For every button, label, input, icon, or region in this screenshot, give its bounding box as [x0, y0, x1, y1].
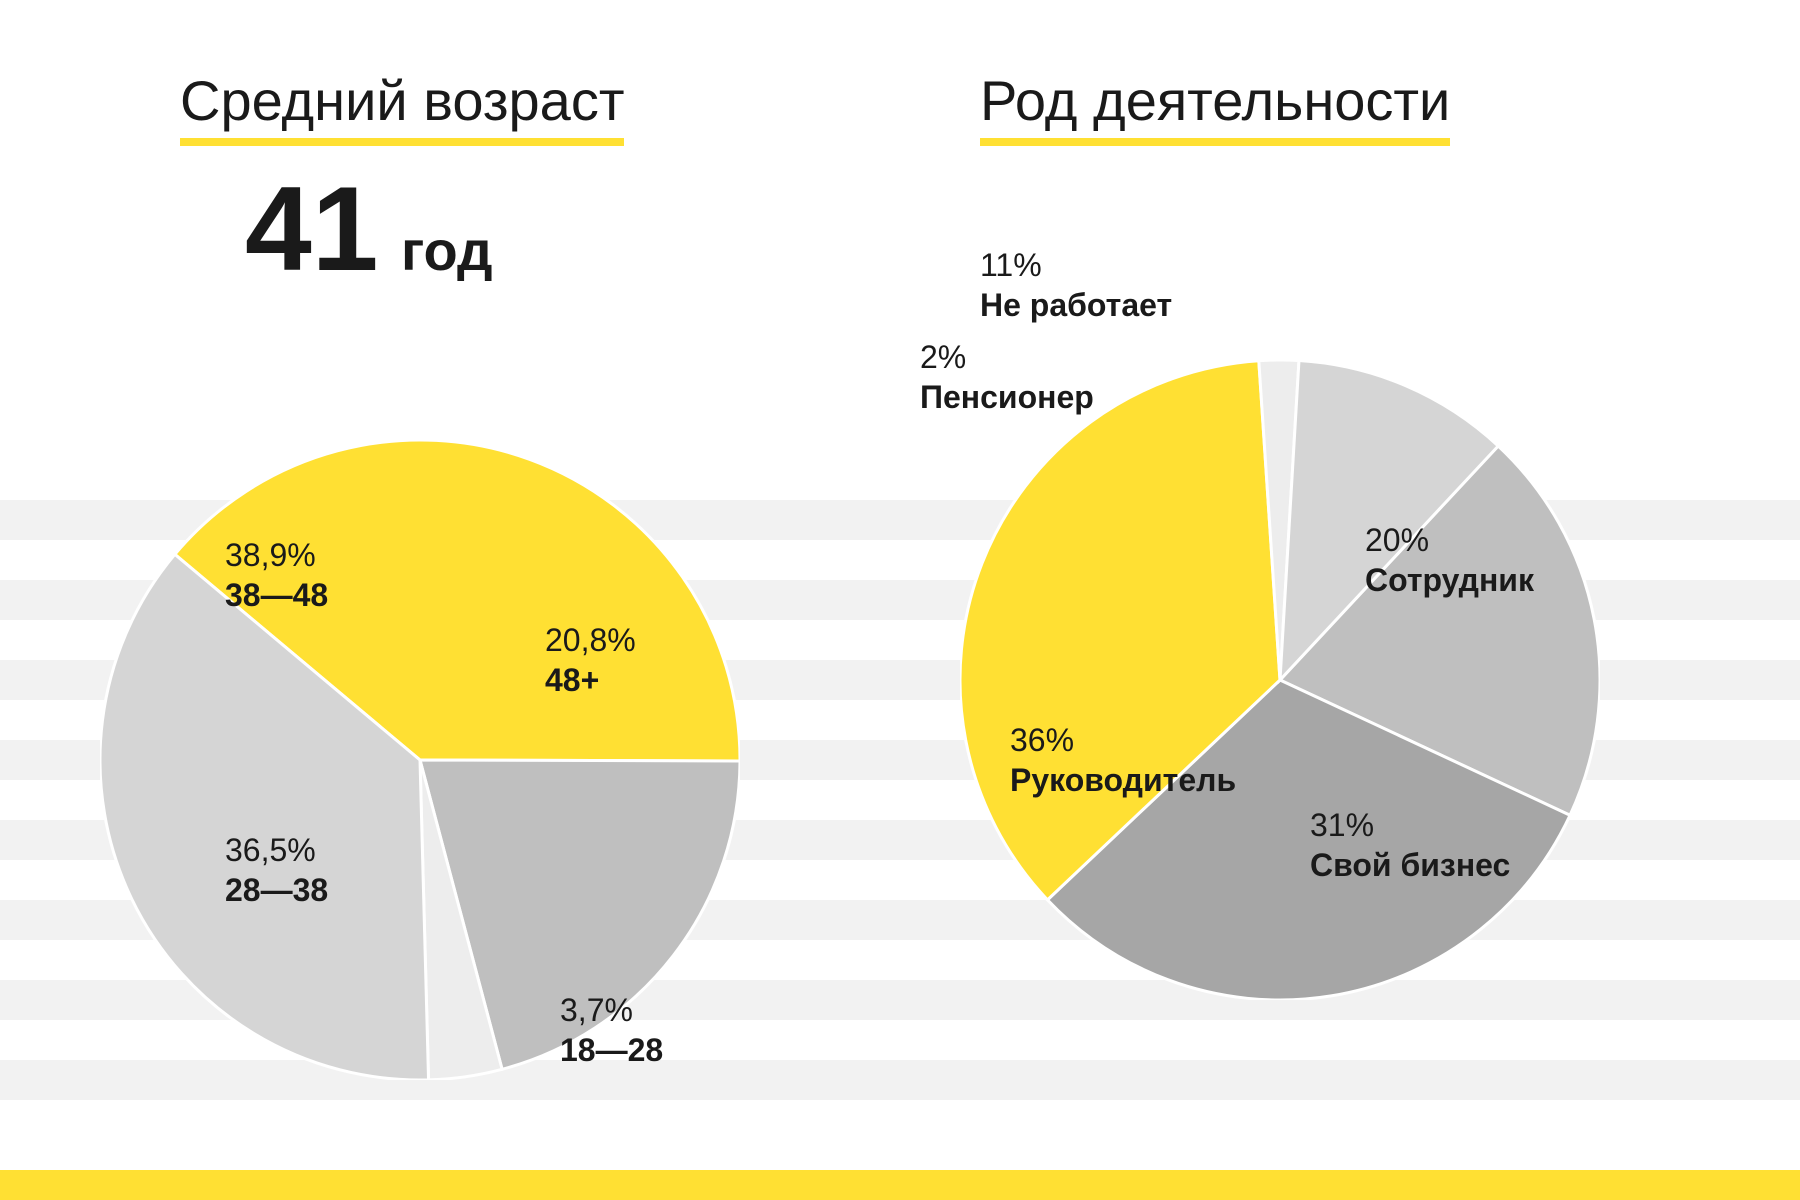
slice-name: Сотрудник	[1365, 560, 1534, 600]
slice-name: 28—38	[225, 870, 328, 910]
slice-percent: 36%	[1010, 720, 1236, 760]
slice-label: 2%Пенсионер	[920, 337, 1094, 417]
right-chart-title: Род деятельности	[980, 70, 1450, 146]
slice-label: 38,9%38—48	[225, 535, 328, 615]
slice-label: 36%Руководитель	[1010, 720, 1236, 800]
slice-name: 38—48	[225, 575, 328, 615]
slice-name: Не работает	[980, 285, 1172, 325]
slice-name: Руководитель	[1010, 760, 1236, 800]
slice-label: 36,5%28—38	[225, 830, 328, 910]
headline-unit: год	[401, 218, 493, 283]
slice-percent: 20,8%	[545, 620, 636, 660]
slice-label: 20%Сотрудник	[1365, 520, 1534, 600]
slice-percent: 3,7%	[560, 990, 663, 1030]
slice-name: Свой бизнес	[1310, 845, 1510, 885]
left-chart-title: Средний возраст	[180, 70, 624, 146]
slice-percent: 20%	[1365, 520, 1534, 560]
right-pie-chart	[960, 360, 1600, 1000]
slice-label: 3,7%18—28	[560, 990, 663, 1070]
left-headline: 41 год	[245, 160, 493, 298]
slice-label: 20,8%48+	[545, 620, 636, 700]
slice-percent: 36,5%	[225, 830, 328, 870]
slice-name: Пенсионер	[920, 377, 1094, 417]
slice-percent: 31%	[1310, 805, 1510, 845]
slice-name: 48+	[545, 660, 636, 700]
slice-percent: 38,9%	[225, 535, 328, 575]
headline-number: 41	[245, 160, 378, 298]
slice-percent: 11%	[980, 245, 1172, 285]
slice-label: 31%Свой бизнес	[1310, 805, 1510, 885]
slice-name: 18—28	[560, 1030, 663, 1070]
slice-percent: 2%	[920, 337, 1094, 377]
bottom-accent-bar	[0, 1170, 1800, 1200]
left-pie-chart	[100, 440, 740, 1080]
slice-label: 11%Не работает	[980, 245, 1172, 325]
